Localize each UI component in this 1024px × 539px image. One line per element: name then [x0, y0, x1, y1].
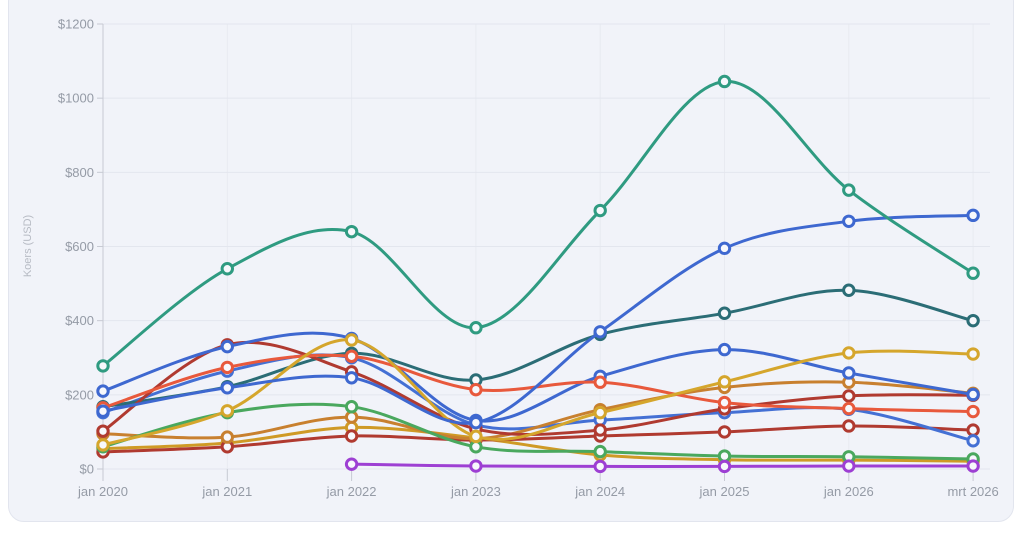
- data-point-marker[interactable]: [966, 404, 980, 419]
- series-line: [101, 425, 975, 463]
- data-point-marker[interactable]: [717, 241, 732, 256]
- y-tick-label: $200: [65, 387, 94, 402]
- data-point-marker[interactable]: [842, 183, 856, 197]
- data-point-marker[interactable]: [717, 74, 732, 89]
- data-point-marker[interactable]: [966, 387, 980, 402]
- data-point-marker[interactable]: [842, 389, 856, 403]
- data-point-marker[interactable]: [842, 283, 856, 297]
- x-tick-label: jan 2026: [823, 484, 874, 499]
- data-point-marker[interactable]: [220, 262, 235, 276]
- data-point-marker[interactable]: [469, 459, 483, 473]
- data-point-marker[interactable]: [96, 384, 110, 398]
- data-point-marker[interactable]: [717, 449, 732, 463]
- data-point-marker[interactable]: [593, 203, 607, 218]
- series-gold: [96, 333, 980, 452]
- data-point-marker[interactable]: [96, 424, 110, 438]
- data-point-marker[interactable]: [842, 459, 856, 473]
- data-point-marker[interactable]: [96, 438, 110, 452]
- data-point-marker[interactable]: [717, 375, 732, 389]
- data-point-marker[interactable]: [717, 342, 732, 357]
- series-line: [101, 402, 975, 461]
- data-point-marker[interactable]: [344, 224, 359, 239]
- series-line: [101, 380, 975, 441]
- series-purple: [344, 457, 980, 474]
- data-point-marker[interactable]: [344, 429, 359, 443]
- series-layer: [96, 74, 980, 474]
- data-point-marker[interactable]: [344, 349, 359, 363]
- y-tick-label: $1200: [58, 17, 94, 32]
- x-tick-label: jan 2025: [699, 484, 750, 499]
- data-point-marker[interactable]: [344, 410, 359, 424]
- data-point-marker[interactable]: [966, 459, 980, 473]
- x-tick-label: jan 2021: [201, 484, 252, 499]
- y-tick-label: $400: [65, 313, 94, 328]
- data-point-marker[interactable]: [966, 423, 980, 437]
- data-point-marker[interactable]: [717, 425, 732, 439]
- data-point-marker[interactable]: [220, 381, 235, 395]
- data-point-marker[interactable]: [469, 440, 483, 454]
- data-point-marker[interactable]: [966, 434, 980, 448]
- series-line: [350, 462, 975, 468]
- x-tick-label: jan 2022: [326, 484, 377, 499]
- data-point-marker[interactable]: [593, 405, 607, 420]
- data-point-marker[interactable]: [593, 325, 607, 339]
- data-point-marker[interactable]: [842, 419, 856, 433]
- data-point-marker[interactable]: [593, 375, 607, 389]
- data-point-marker[interactable]: [593, 423, 607, 437]
- data-point-marker[interactable]: [469, 382, 483, 397]
- data-point-marker[interactable]: [966, 266, 980, 280]
- y-axis-title: Koers (USD): [22, 215, 34, 277]
- data-point-marker[interactable]: [842, 401, 856, 416]
- series-line: [101, 213, 975, 425]
- y-tick-label: $600: [65, 239, 94, 254]
- data-point-marker[interactable]: [220, 339, 235, 354]
- data-point-marker[interactable]: [220, 360, 235, 375]
- series-line: [101, 338, 975, 447]
- data-point-marker[interactable]: [344, 333, 359, 347]
- data-point-marker[interactable]: [344, 400, 359, 414]
- data-point-marker[interactable]: [469, 429, 483, 444]
- x-tick-label: jan 2024: [574, 484, 625, 499]
- x-tick-label: jan 2023: [450, 484, 501, 499]
- data-point-marker[interactable]: [593, 444, 607, 459]
- data-point-marker[interactable]: [96, 359, 110, 373]
- data-point-marker[interactable]: [966, 347, 980, 361]
- series-sea-green: [96, 74, 980, 373]
- data-point-marker[interactable]: [220, 404, 235, 418]
- data-point-marker[interactable]: [966, 313, 980, 328]
- data-point-marker[interactable]: [593, 459, 607, 474]
- data-point-marker[interactable]: [220, 430, 235, 444]
- data-point-marker[interactable]: [842, 214, 856, 228]
- data-point-marker[interactable]: [842, 366, 856, 380]
- data-point-marker[interactable]: [344, 371, 359, 385]
- label-layer: Koers (USD) jan 2020 jan 2021 jan 2022 jan …: [22, 17, 999, 500]
- y-tick-label: $800: [65, 165, 94, 180]
- data-point-marker[interactable]: [469, 415, 483, 430]
- data-point-marker[interactable]: [966, 208, 980, 223]
- series-line: [101, 424, 975, 454]
- data-point-marker[interactable]: [344, 457, 359, 471]
- x-tick-label: mrt 2026: [947, 484, 998, 499]
- series-line: [101, 288, 975, 409]
- data-point-marker[interactable]: [469, 321, 483, 335]
- series-blue-a: [96, 208, 980, 430]
- y-tick-label: $0: [80, 462, 94, 477]
- data-point-marker[interactable]: [842, 346, 856, 360]
- series-line: [101, 331, 975, 423]
- y-tick-label: $1000: [58, 91, 94, 106]
- data-point-marker[interactable]: [96, 404, 110, 418]
- series-line: [101, 79, 975, 368]
- data-point-marker[interactable]: [717, 459, 732, 474]
- data-point-marker[interactable]: [717, 395, 732, 410]
- x-tick-label: jan 2020: [77, 484, 128, 499]
- data-point-marker[interactable]: [717, 306, 732, 320]
